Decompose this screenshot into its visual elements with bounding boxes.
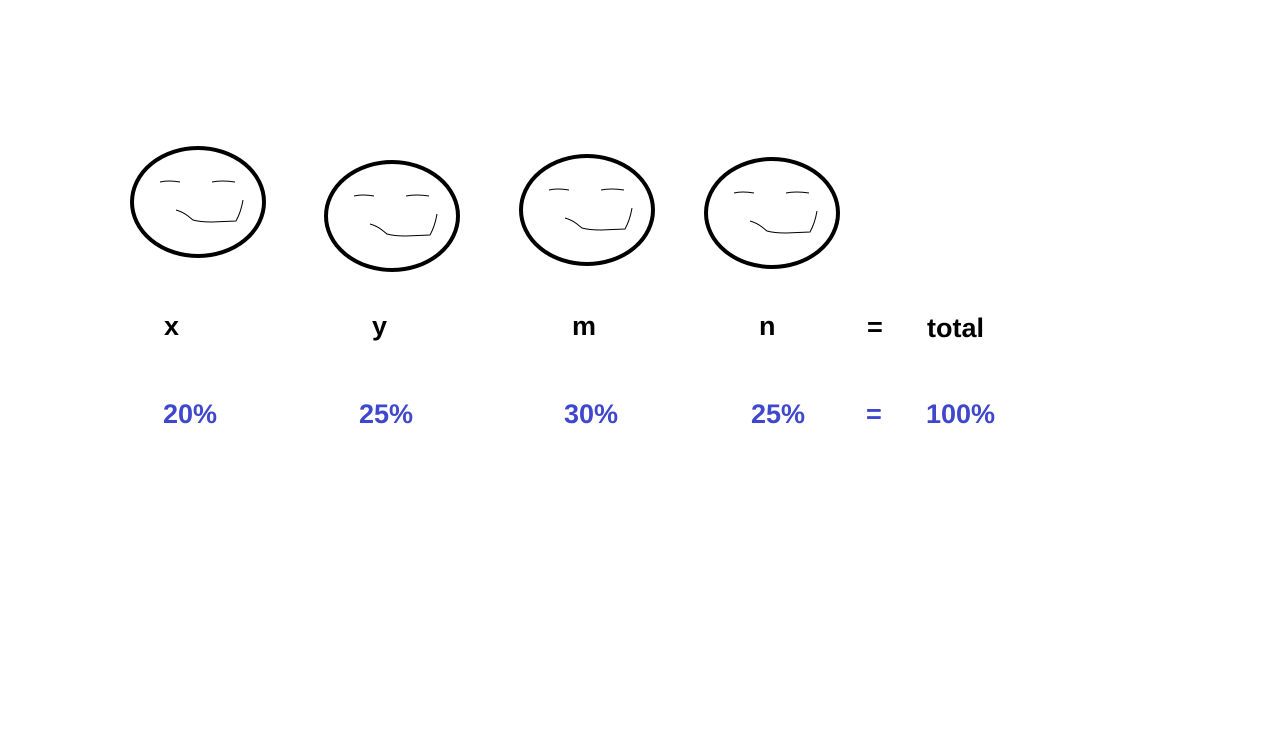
face	[704, 157, 840, 269]
item-value: 20%	[163, 399, 217, 429]
item-value: 25%	[359, 399, 413, 429]
total-value: 100%	[926, 399, 995, 429]
item-value: 30%	[564, 399, 618, 429]
total-label: total	[927, 313, 984, 343]
item-label: y	[372, 311, 387, 341]
face	[130, 146, 266, 258]
item-label: n	[759, 311, 776, 341]
item-label: m	[572, 311, 596, 341]
item-value: 25%	[751, 399, 805, 429]
item-label: x	[164, 311, 179, 341]
face	[324, 160, 460, 272]
equals-sign: =	[867, 312, 883, 342]
equals-sign: =	[866, 399, 882, 429]
face	[519, 154, 655, 266]
